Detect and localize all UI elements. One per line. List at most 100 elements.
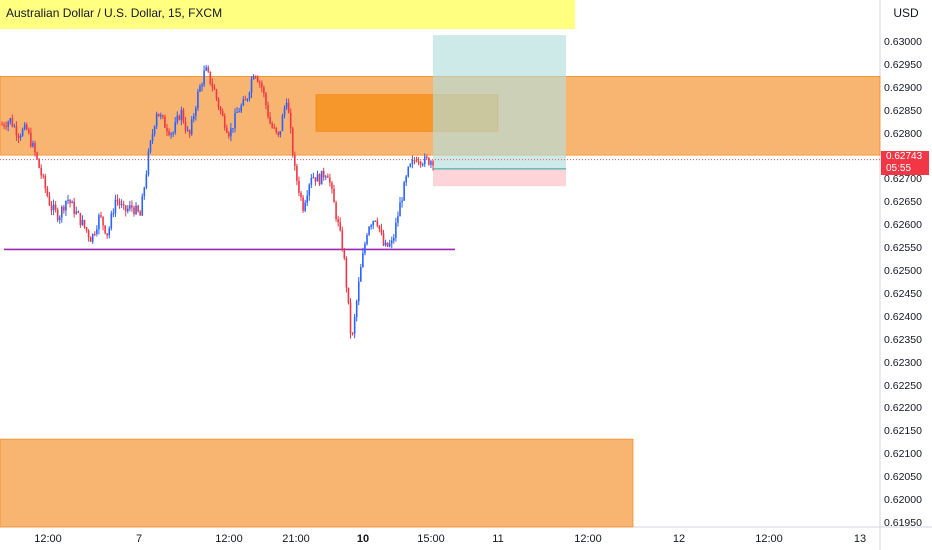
candle-body xyxy=(414,160,416,161)
candle-body xyxy=(94,234,96,235)
candle-body xyxy=(383,233,385,245)
candle-body xyxy=(247,99,249,100)
candle-body xyxy=(125,205,127,211)
candle-body xyxy=(36,152,38,158)
candle-body xyxy=(51,205,53,210)
price-tick-label: 0.62850 xyxy=(884,105,922,117)
bar-countdown: 05:55 xyxy=(886,163,929,175)
candle-body xyxy=(397,216,399,222)
candle-body xyxy=(366,235,368,244)
candle-body xyxy=(162,115,164,117)
candle-body xyxy=(348,288,350,303)
candle-body xyxy=(141,196,143,215)
candle-body xyxy=(24,124,26,129)
candle-body xyxy=(98,215,100,229)
candle-body xyxy=(26,124,28,129)
candle-body xyxy=(325,176,327,177)
currency-button[interactable]: USD xyxy=(883,1,929,25)
last-price-badge: 0.62743 05:55 xyxy=(881,151,929,175)
price-tick-label: 0.62250 xyxy=(884,380,922,392)
candle-body xyxy=(294,155,296,165)
candle-body xyxy=(65,201,67,211)
candle-body xyxy=(205,67,207,70)
candle-body xyxy=(358,282,360,302)
candle-body xyxy=(416,161,418,162)
candle-body xyxy=(323,171,325,178)
candle-body xyxy=(80,213,82,225)
candle-body xyxy=(267,105,269,117)
candle-body xyxy=(389,243,391,246)
candle-body xyxy=(170,133,172,134)
candle-body xyxy=(313,177,315,178)
candle-body xyxy=(166,128,168,131)
candle-body xyxy=(30,133,32,147)
candle-body xyxy=(399,202,401,216)
candle-body xyxy=(18,136,20,138)
candle-body xyxy=(139,212,141,216)
candle-body xyxy=(96,229,98,234)
price-tick-label: 0.62450 xyxy=(884,288,922,300)
candle-body xyxy=(405,176,407,182)
time-tick-label: 21:00 xyxy=(282,533,310,545)
candle-body xyxy=(218,98,220,107)
candle-body xyxy=(152,134,154,141)
demand-zone-lower xyxy=(0,439,633,527)
candle-body xyxy=(179,116,181,120)
candle-body xyxy=(428,158,430,165)
candle-body xyxy=(3,125,5,127)
candle-body xyxy=(226,128,228,133)
candle-body xyxy=(82,220,84,225)
position-target-zone xyxy=(433,35,566,169)
candle-body xyxy=(123,204,125,205)
candle-body xyxy=(242,99,244,105)
candle-body xyxy=(292,128,294,155)
candle-body xyxy=(102,217,104,226)
candle-body xyxy=(189,130,191,134)
candle-body xyxy=(370,225,372,226)
price-tick-label: 0.62400 xyxy=(884,311,922,323)
candle-body xyxy=(430,161,432,164)
candle-body xyxy=(168,131,170,134)
last-price-value: 0.62743 xyxy=(886,151,929,163)
candle-body xyxy=(300,193,302,197)
candle-body xyxy=(117,200,119,201)
candle-body xyxy=(16,126,18,135)
candle-body xyxy=(290,113,292,129)
time-tick-label: 12:00 xyxy=(755,533,783,545)
candle-body xyxy=(75,211,77,213)
candle-body xyxy=(14,126,16,127)
candle-body xyxy=(220,107,222,111)
candle-body xyxy=(341,230,343,250)
candle-body xyxy=(245,99,247,100)
candle-body xyxy=(146,174,148,187)
candle-body xyxy=(362,253,364,267)
candle-body xyxy=(53,205,55,211)
candle-body xyxy=(306,196,308,203)
candle-body xyxy=(135,206,137,214)
candle-body xyxy=(154,126,156,134)
candle-body xyxy=(38,159,40,168)
candle-body xyxy=(346,258,348,287)
candle-body xyxy=(395,223,397,238)
price-tick-label: 0.62500 xyxy=(884,265,922,277)
candle-body xyxy=(67,200,69,201)
candle-body xyxy=(7,122,9,127)
candle-body xyxy=(63,207,65,211)
candle-body xyxy=(59,217,61,220)
candle-body xyxy=(129,205,131,208)
candle-body xyxy=(78,211,80,213)
candle-body xyxy=(195,108,197,116)
candle-body xyxy=(329,178,331,183)
position-stop-zone xyxy=(433,169,566,186)
price-tick-label: 0.62050 xyxy=(884,471,922,483)
candle-body xyxy=(57,209,59,220)
candle-body xyxy=(28,129,30,132)
candle-body xyxy=(212,84,214,87)
candle-body xyxy=(32,143,34,146)
time-tick-label: 12 xyxy=(673,533,685,545)
candle-body xyxy=(249,93,251,99)
candle-body xyxy=(253,76,255,79)
time-tick-label: 11 xyxy=(492,533,503,545)
